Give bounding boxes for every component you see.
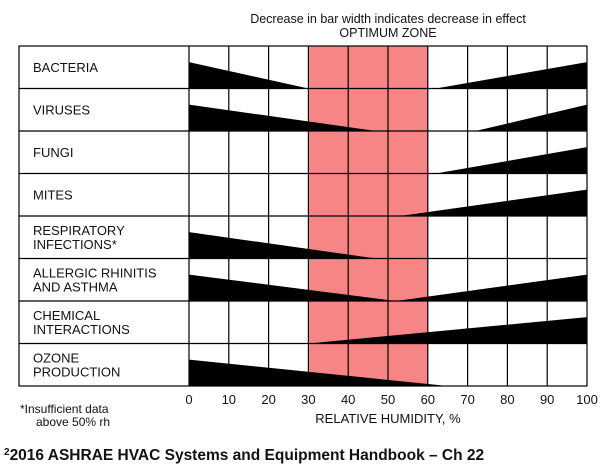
x-tick-label: 30 [301,392,315,407]
category-label: AND ASTHMA [33,279,118,294]
citation-text: 2016 ASHRAE HVAC Systems and Equipment H… [10,447,485,464]
x-tick-label: 60 [421,392,435,407]
x-tick-label: 40 [341,392,355,407]
x-axis-label: RELATIVE HUMIDITY, % [315,411,461,426]
footnote-line1: *Insufficient data [20,402,109,416]
category-label: OZONE [33,350,80,365]
x-tick-label: 10 [222,392,236,407]
bar-right-5 [395,274,587,301]
x-tick-label: 80 [500,392,514,407]
bar-right-2 [435,147,587,174]
bar-left-7 [189,359,448,386]
x-tick-label: 70 [460,392,474,407]
category-label: FUNGI [33,145,73,160]
bar-right-6 [308,317,587,344]
x-tick-label: 50 [381,392,395,407]
x-tick-label: 20 [261,392,275,407]
x-tick-label: 100 [576,392,598,407]
category-label: VIRUSES [33,102,90,117]
footnote-line2: above 50% rh [36,415,110,429]
bar-left-5 [189,274,396,301]
category-label: MITES [33,187,73,202]
category-label: ALLERGIC RHINITIS [33,265,157,280]
chart-header-line2: OPTIMUM ZONE [339,26,436,40]
citation: 22016 ASHRAE HVAC Systems and Equipment … [4,447,484,464]
citation-superscript: 2 [4,447,10,458]
bar-left-4 [189,232,377,259]
bar-right-0 [435,62,587,89]
category-label: CHEMICAL [33,308,100,323]
category-label: BACTERIA [33,60,98,75]
bar-right-1 [475,104,587,131]
category-label: PRODUCTION [33,364,120,379]
category-label: RESPIRATORY [33,223,125,238]
x-tick-label: 90 [540,392,554,407]
bar-right-3 [399,189,587,216]
bar-left-0 [189,62,309,89]
category-label: INTERACTIONS [33,322,130,337]
bar-left-1 [189,104,377,131]
footnote: *Insufficient data above 50% rh [20,402,110,429]
category-label: INFECTIONS* [33,237,117,252]
x-tick-label: 0 [185,392,192,407]
chart-header-line1: Decrease in bar width indicates decrease… [250,12,526,26]
